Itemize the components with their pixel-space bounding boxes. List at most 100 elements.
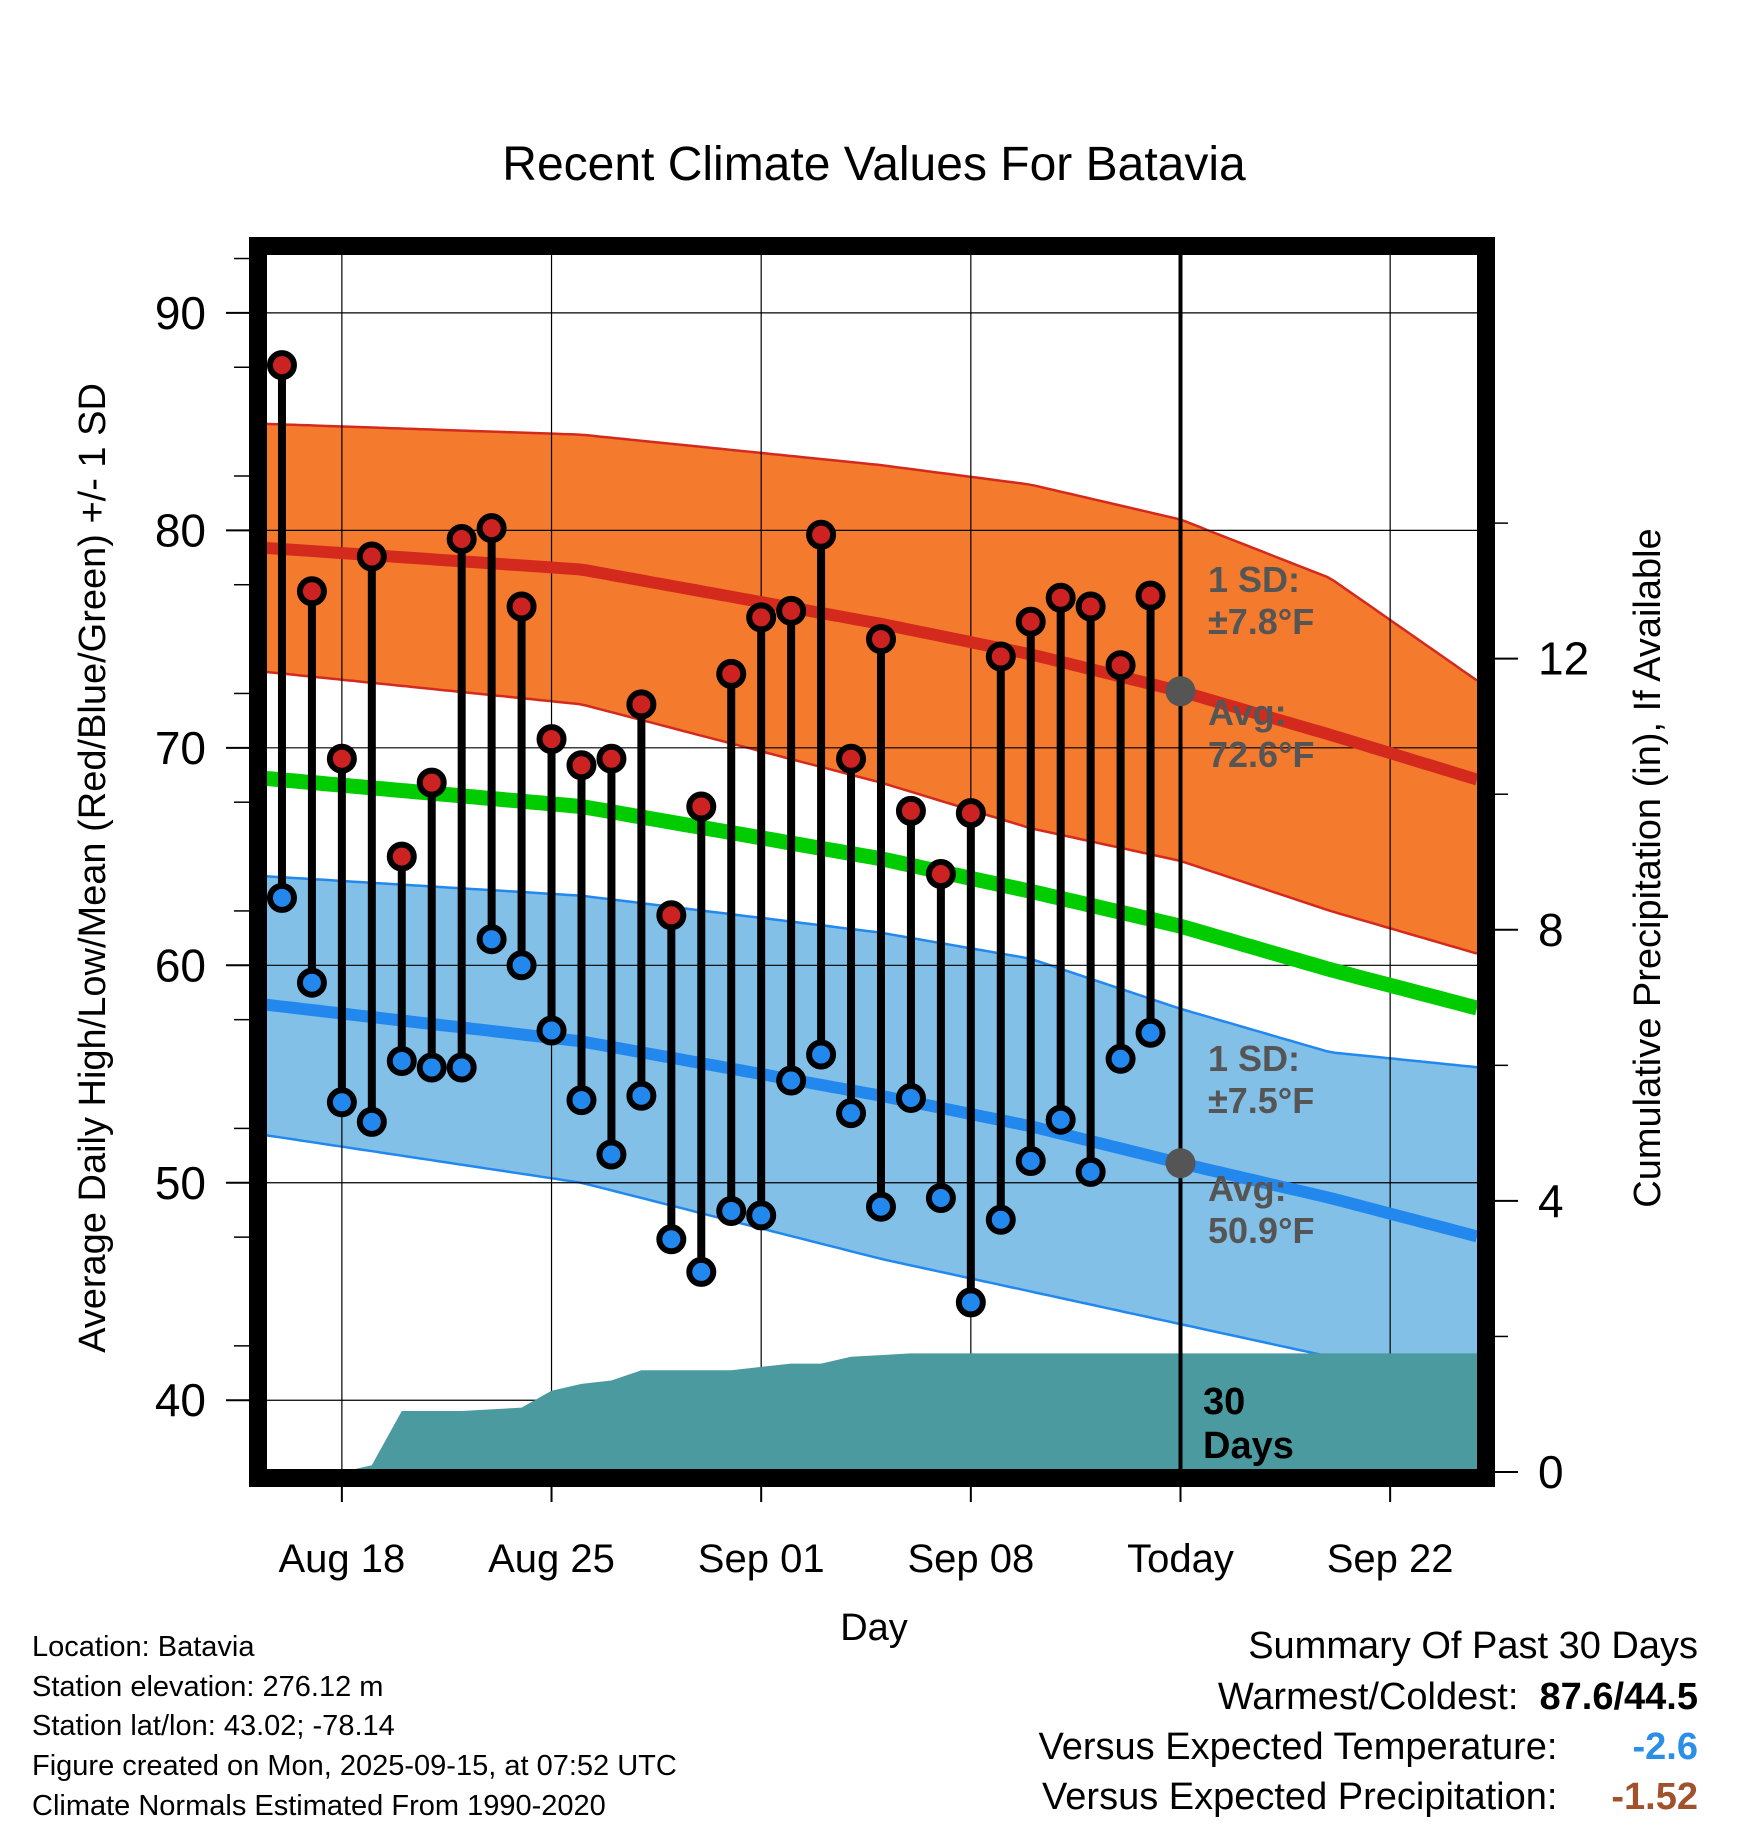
high-point (476, 513, 507, 544)
low-point (895, 1082, 926, 1113)
low-point (686, 1256, 717, 1287)
high-point (566, 750, 597, 781)
y-tick-label: 90 (155, 287, 206, 339)
high-sd-label: 1 SD: (1208, 559, 1300, 600)
high-point (1015, 606, 1046, 637)
today-low-normal-dot (1165, 1148, 1196, 1179)
high-point (1135, 580, 1166, 611)
high-normal-line (263, 541, 1479, 786)
low-point (626, 1080, 657, 1111)
high-point (506, 591, 537, 622)
x-tick-label: Sep 01 (698, 1537, 825, 1581)
low-sd-band-upper-edge (263, 874, 1478, 1069)
low-point (1045, 1104, 1076, 1135)
high-point (806, 519, 837, 550)
y2-tick-label: 8 (1538, 904, 1564, 956)
y2-tick-label: 12 (1538, 633, 1589, 685)
low-point (925, 1182, 956, 1213)
plot-frame (249, 237, 1495, 1487)
x-tick-label: Today (1127, 1537, 1234, 1581)
high-point (536, 724, 567, 755)
temp-value: -2.6 (1632, 1726, 1698, 1768)
low-point (266, 882, 297, 913)
low-point (296, 967, 327, 998)
y-tick-label: 70 (155, 722, 206, 774)
low-sd-label: 1 SD: (1208, 1038, 1300, 1079)
daily-marks (266, 350, 1166, 1318)
high-avg-label: Avg: (1208, 692, 1287, 733)
low-point (746, 1200, 777, 1231)
high-point (596, 743, 627, 774)
low-point (416, 1052, 447, 1083)
low-point (536, 1015, 567, 1046)
precipitation-area (264, 1353, 1480, 1472)
high-point (895, 795, 926, 826)
high-point (656, 900, 687, 931)
temp-label: Versus Expected Temperature: (1038, 1726, 1558, 1768)
axes: 40 50 60 70 80 90 0 4 8 12 Aug 18 Aug 25 Sep 01 Sep 0… (155, 257, 1589, 1581)
low-point (446, 1052, 477, 1083)
y2-tick-label: 0 (1538, 1446, 1564, 1498)
x-tick-label: Aug 25 (488, 1537, 615, 1581)
low-point (326, 1087, 357, 1118)
high-point (626, 689, 657, 720)
elevation-info: Station elevation: 276.12 m (32, 1671, 384, 1703)
mean-normal-line (263, 770, 1479, 1016)
low-normal-line (263, 998, 1479, 1243)
latlon-info: Station lat/lon: 43.02; -78.14 (32, 1710, 395, 1742)
high-point (356, 541, 387, 572)
precip-days-label-2: Days (1203, 1425, 1294, 1467)
high-point (955, 798, 986, 829)
low-avg-label: Avg: (1208, 1168, 1287, 1209)
high-point (865, 624, 896, 655)
y2-tick-label: 4 (1538, 1175, 1564, 1227)
high-point (1075, 591, 1106, 622)
created-info: Figure created on Mon, 2025-09-15, at 07… (32, 1750, 677, 1782)
low-sd-band (264, 876, 1477, 1379)
high-point (925, 858, 956, 889)
y-tick-label: 50 (155, 1157, 206, 1209)
precip-label: Versus Expected Precipitation: (1042, 1776, 1558, 1818)
high-avg-value: 72.6°F (1208, 734, 1314, 775)
normal-bands (263, 422, 1478, 1380)
x-tick-label: Aug 18 (278, 1537, 405, 1581)
low-point (1075, 1156, 1106, 1187)
x-tick-label: Sep 08 (907, 1537, 1034, 1581)
normal-lines (263, 541, 1479, 1243)
high-sd-band-upper-edge (263, 422, 1478, 682)
normals-info: Climate Normals Estimated From 1990-2020 (32, 1790, 606, 1822)
today-high-normal-dot (1165, 676, 1196, 707)
high-sd-value: ±7.8°F (1208, 601, 1314, 642)
summary-precip: Versus Expected Precipitation: -1.52 (1042, 1776, 1698, 1819)
high-point (686, 791, 717, 822)
low-point (865, 1191, 896, 1222)
plot-border (249, 237, 1495, 1487)
summary-temp: Versus Expected Temperature: -2.6 (1039, 1726, 1698, 1769)
location-info: Location: Batavia (32, 1631, 255, 1663)
high-point (746, 602, 777, 633)
high-sd-band (264, 423, 1477, 954)
low-point (776, 1065, 807, 1096)
high-point (1045, 582, 1076, 613)
precip-days-label: 30 (1203, 1381, 1245, 1423)
summary-warm-cold: Warmest/Coldest: 87.6/44.5 (1218, 1676, 1698, 1719)
high-point (326, 743, 357, 774)
x-axis-label: Day (840, 1607, 908, 1649)
high-point (776, 595, 807, 626)
low-sd-band-lower-edge (263, 1133, 1478, 1380)
precip-value: -1.52 (1611, 1776, 1698, 1818)
low-point (506, 950, 537, 981)
low-point (955, 1287, 986, 1318)
y-tick-label: 80 (155, 504, 206, 556)
x-tick-label: Sep 22 (1327, 1537, 1454, 1581)
high-point (985, 641, 1016, 672)
high-sd-band-lower-edge (263, 670, 1478, 955)
high-point (716, 658, 747, 689)
low-avg-value: 50.9°F (1208, 1210, 1314, 1251)
warm-cold-value: 87.6/44.5 (1539, 1676, 1698, 1718)
low-point (596, 1139, 627, 1170)
low-point (476, 924, 507, 955)
y-tick-label: 60 (155, 939, 206, 991)
high-point (386, 841, 417, 872)
